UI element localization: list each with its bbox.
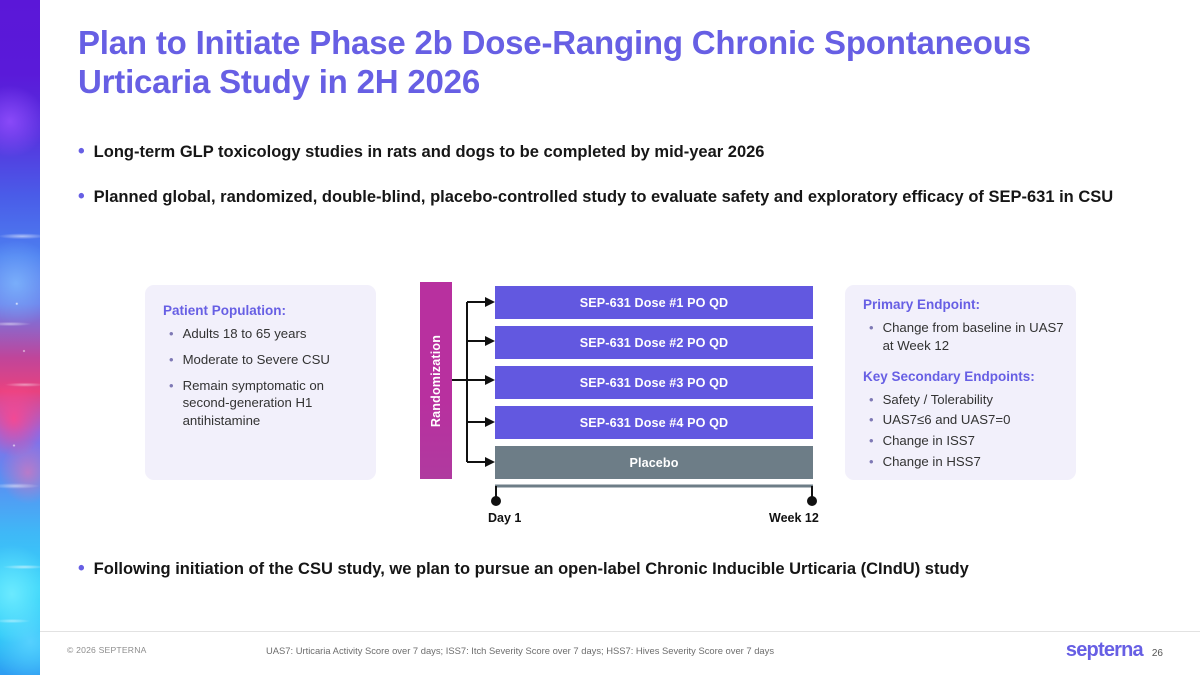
treatment-arm-placebo: Placebo — [495, 446, 813, 479]
list-item: • Change from baseline in UAS7 at Week 1… — [863, 319, 1064, 355]
bullet-marker-icon: • — [869, 433, 874, 449]
bullet-marker-icon: • — [869, 320, 874, 335]
footer-divider — [40, 631, 1200, 632]
list-item: • Change in HSS7 — [863, 453, 1064, 471]
bullet-marker-icon: • — [869, 454, 874, 470]
primary-endpoint-list: • Change from baseline in UAS7 at Week 1… — [863, 319, 1064, 355]
list-item-label: Change from baseline in UAS7 at Week 12 — [882, 320, 1064, 353]
randomization-connector-lines — [452, 297, 495, 467]
bullet-marker-icon: • — [78, 186, 85, 207]
treatment-arm-3: SEP-631 Dose #3 PO QD — [495, 366, 813, 399]
endpoints-panel: Primary Endpoint: • Change from baseline… — [845, 285, 1076, 480]
treatment-arm-2: SEP-631 Dose #2 PO QD — [495, 326, 813, 359]
timeline-end-label: Week 12 — [769, 511, 819, 525]
secondary-endpoints-heading: Key Secondary Endpoints: — [863, 368, 1035, 384]
list-item: • Change in ISS7 — [863, 432, 1064, 450]
list-item-label: Remain symptomatic on second-generation … — [182, 377, 325, 429]
patient-population-list: • Adults 18 to 65 years • Moderate to Se… — [163, 325, 362, 430]
list-item: • Moderate to Severe CSU — [163, 351, 362, 369]
top-bullet-1-text: Long-term GLP toxicology studies in rats… — [93, 143, 765, 161]
bullet-marker-icon: • — [78, 558, 85, 579]
treatment-arm-1: SEP-631 Dose #1 PO QD — [495, 286, 813, 319]
timeline-axis — [491, 484, 817, 506]
list-item-label: Moderate to Severe CSU — [182, 351, 330, 367]
bullet-marker-icon: • — [869, 391, 874, 407]
study-design-diagram: Randomization SEP-631 Dose #1 PO QD — [420, 282, 820, 527]
study-timeline: Day 1 Week 12 — [488, 482, 820, 527]
bottom-bullet: • Following initiation of the CSU study,… — [78, 555, 1138, 583]
treatment-arm-4: SEP-631 Dose #4 PO QD — [495, 406, 813, 439]
company-logo: septerna 26 — [1066, 639, 1163, 662]
patient-population-heading: Patient Population: — [163, 303, 286, 318]
bottom-bullet-text: Following initiation of the CSU study, w… — [93, 560, 969, 578]
treatment-arm-2-label: SEP-631 Dose #2 PO QD — [579, 335, 729, 350]
list-item-label: Safety / Tolerability — [882, 391, 993, 407]
top-bullet-1: • Long-term GLP toxicology studies in ra… — [78, 138, 1138, 166]
list-item: • Remain symptomatic on second-generatio… — [163, 377, 362, 430]
treatment-arm-1-label: SEP-631 Dose #1 PO QD — [579, 295, 729, 310]
bullet-marker-icon: • — [169, 326, 174, 341]
bullet-marker-icon: • — [169, 377, 174, 393]
decorative-edge-artwork — [0, 0, 40, 675]
list-item-label: UAS7≤6 and UAS7=0 — [882, 412, 1011, 428]
bullet-marker-icon: • — [78, 141, 85, 162]
list-item-label: Change in HSS7 — [882, 454, 981, 470]
decorative-wisps — [0, 0, 40, 675]
randomization-label: Randomization — [429, 334, 443, 427]
septerna-wordmark: septerna — [1065, 639, 1144, 661]
randomization-bar: Randomization — [420, 282, 452, 479]
bullet-marker-icon: • — [169, 351, 174, 367]
top-bullet-2-text: Planned global, randomized, double-blind… — [93, 188, 1114, 206]
secondary-endpoints-list: • Safety / Tolerability • UAS7≤6 and UAS… — [863, 391, 1064, 471]
page-title: Plan to Initiate Phase 2b Dose-Ranging C… — [78, 24, 1031, 100]
bullet-marker-icon: • — [869, 412, 874, 428]
top-bullet-2: • Planned global, randomized, double-bli… — [78, 183, 1138, 211]
list-item: • Adults 18 to 65 years — [163, 325, 362, 343]
list-item-label: Change in ISS7 — [882, 433, 975, 449]
footer-copyright: © 2026 SEPTERNA — [67, 645, 147, 655]
treatment-arm-3-label: SEP-631 Dose #3 PO QD — [579, 375, 729, 390]
treatment-arm-placebo-label: Placebo — [629, 455, 679, 470]
treatment-arm-4-label: SEP-631 Dose #4 PO QD — [579, 415, 729, 430]
primary-endpoint-heading: Primary Endpoint: — [863, 297, 981, 312]
footer-abbreviations: UAS7: Urticaria Activity Score over 7 da… — [266, 645, 775, 656]
page-number: 26 — [1151, 648, 1163, 659]
timeline-start-label: Day 1 — [488, 511, 522, 525]
list-item-label: Adults 18 to 65 years — [182, 326, 307, 341]
patient-population-panel: Patient Population: • Adults 18 to 65 ye… — [145, 285, 376, 480]
list-item: • Safety / Tolerability — [863, 391, 1064, 409]
list-item: • UAS7≤6 and UAS7=0 — [863, 411, 1064, 429]
